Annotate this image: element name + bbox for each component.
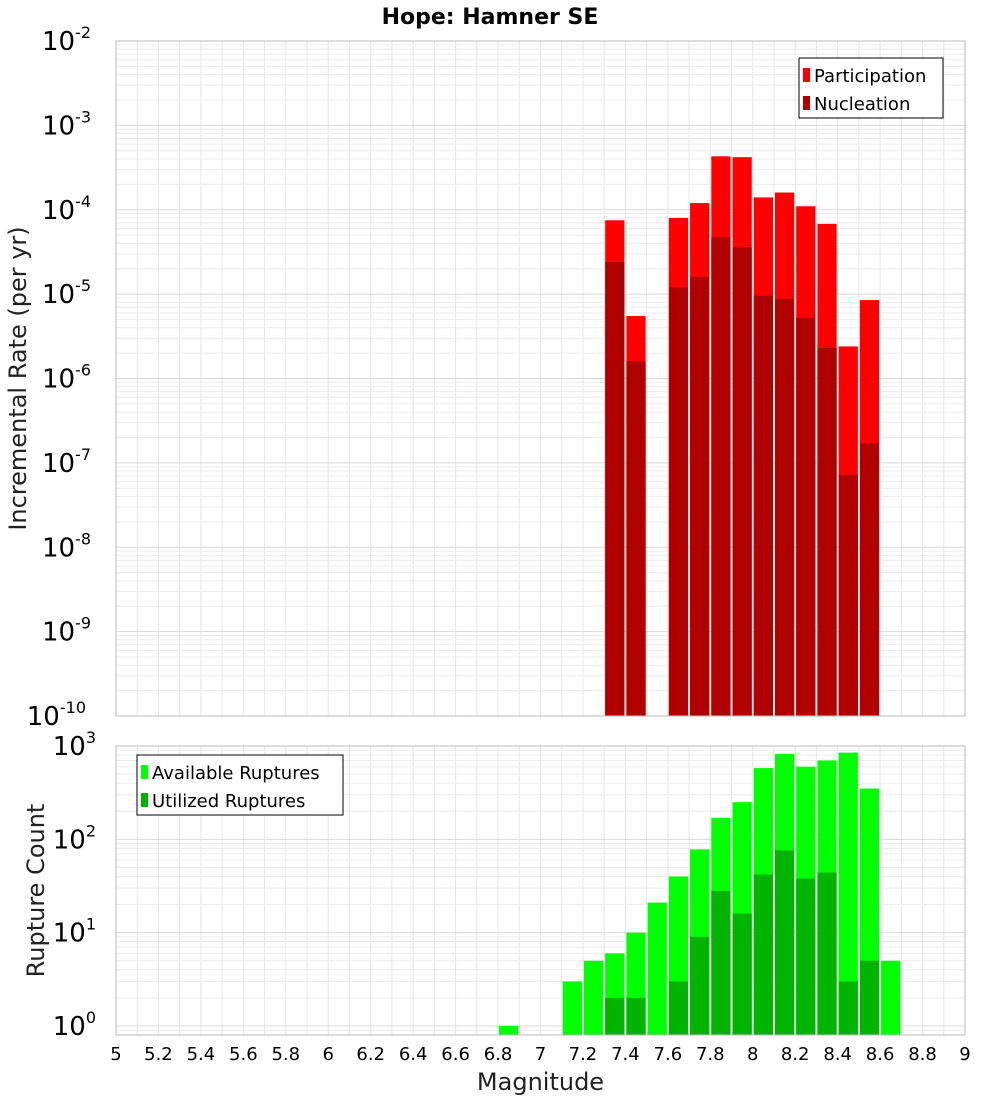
bar-utilized-ruptures [859,960,880,1035]
bar-utilized-ruptures [838,981,858,1035]
top-y-ticks: 10-10 10-9 10-8 10-7 10-6 10-5 10-4 10-3 10-2 [27,23,91,732]
y-tick-label: 10-5 [42,276,91,310]
y-tick-label: 10-6 [42,361,91,395]
top-bars [605,156,880,717]
bar-utilized-ruptures [605,997,625,1035]
legend-label: Participation [814,66,926,87]
legend-swatch [141,765,148,779]
x-tick-label: 6.8 [484,1044,513,1065]
y-tick-label: 10-2 [42,23,91,57]
bar-nucleation [838,474,858,716]
bar-nucleation [774,298,795,716]
chart-title: Hope: Hamner SE [382,5,599,30]
bar-nucleation [796,318,816,716]
bar-available-ruptures [647,902,667,1035]
bar-available-ruptures [881,960,901,1035]
top-legend: Participation Nucleation [798,57,944,119]
x-tick-label: 8.4 [823,1044,852,1065]
bar-utilized-ruptures [817,872,837,1035]
x-tick-label: 7.8 [696,1044,725,1065]
y-tick-label: 102 [53,821,96,855]
bar-nucleation [690,276,710,716]
y-tick-label: 10-8 [42,529,91,563]
x-tick-label: 8 [747,1044,758,1065]
x-tick-label: 5.4 [187,1044,216,1065]
legend-label: Utilized Ruptures [152,791,305,812]
x-tick-label: 9 [959,1044,970,1065]
bottom-plot-frame [115,745,966,1036]
x-tick-label: 7.2 [569,1044,598,1065]
bottom-bars [499,752,901,1035]
legend-label: Available Ruptures [152,763,320,784]
legend-swatch [803,96,810,110]
legend-label: Nucleation [814,94,910,115]
bar-nucleation [605,262,625,716]
bar-utilized-ruptures [796,878,816,1035]
x-tick-label: 6.6 [441,1044,470,1065]
x-tick-label: 8.2 [781,1044,810,1065]
bar-nucleation [817,347,837,716]
x-tick-label: 7 [535,1044,546,1065]
top-plot-frame [115,40,966,717]
bottom-y-ticks: 100 101 102 103 [53,728,96,1042]
bar-available-ruptures [499,1025,519,1035]
x-axis-label: Magnitude [477,1068,604,1096]
x-tick-label: 5 [110,1044,121,1065]
x-tick-label: 8.8 [908,1044,937,1065]
legend-box [798,57,944,119]
x-ticks: 5 5.2 5.4 5.6 5.8 6 6.2 6.4 6.6 6.8 7 7.2 7.4 7.6 7.8 8… [110,1044,970,1065]
x-tick-label: 6.2 [356,1044,385,1065]
bar-available-ruptures [838,752,858,1035]
y-tick-label: 101 [53,915,96,949]
bar-utilized-ruptures [711,890,731,1035]
y-tick-label: 10-10 [27,698,86,732]
x-tick-label: 5.8 [271,1044,300,1065]
bar-utilized-ruptures [753,874,773,1035]
bar-utilized-ruptures [774,850,795,1035]
y-tick-label: 10-4 [42,192,91,226]
y-tick-label: 100 [53,1008,96,1042]
x-tick-label: 6.4 [399,1044,428,1065]
y-tick-label: 10-3 [42,107,91,141]
bar-nucleation [859,443,880,716]
x-tick-label: 5.2 [144,1044,173,1065]
bar-nucleation [711,237,731,716]
x-tick-label: 8.6 [866,1044,895,1065]
bar-nucleation [626,361,646,716]
x-tick-label: 7.6 [654,1044,683,1065]
bar-utilized-ruptures [690,936,710,1035]
bar-nucleation [732,247,752,716]
legend-box [136,754,344,816]
x-tick-label: 6 [323,1044,334,1065]
x-tick-label: 5.6 [229,1044,258,1065]
top-panel: 10-10 10-9 10-8 10-7 10-6 10-5 10-4 10-3 10-2 In… [4,23,966,732]
bar-utilized-ruptures [626,997,646,1035]
legend-swatch [803,68,810,82]
y-tick-label: 10-7 [42,445,91,479]
bar-utilized-ruptures [732,913,752,1035]
bar-nucleation [668,287,689,716]
bar-nucleation [753,295,773,716]
x-tick-label: 7.4 [611,1044,640,1065]
y-tick-label: 103 [53,728,96,762]
top-grid [116,41,965,716]
legend-swatch [141,793,148,807]
y-tick-label: 10-9 [42,614,91,648]
bottom-y-axis-label: Rupture Count [22,804,50,978]
bar-available-ruptures [583,960,604,1035]
bar-utilized-ruptures [668,981,689,1035]
top-y-axis-label: Incremental Rate (per yr) [4,226,32,530]
bottom-panel: 100 101 102 103 5 5.2 5.4 5.6 5.8 6 6.2 6.4 6.6 6.8 7… [22,728,971,1096]
bar-available-ruptures [562,981,582,1035]
bottom-legend: Available Ruptures Utilized Ruptures [136,754,344,816]
